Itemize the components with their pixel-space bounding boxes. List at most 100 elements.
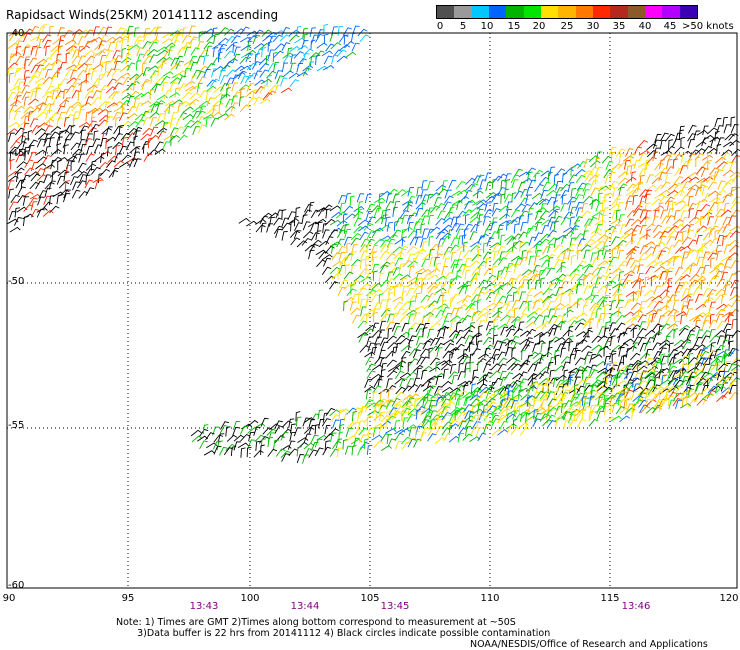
wind-barb-655 xyxy=(92,138,101,148)
wind-barb-2306 xyxy=(549,336,560,344)
wind-barb-1647 xyxy=(672,255,683,263)
wind-barb-544 xyxy=(118,112,128,122)
wind-barb-733 xyxy=(42,167,50,177)
wind-barb-1960 xyxy=(420,294,431,303)
wind-barb-2927 xyxy=(616,372,627,380)
wind-barb-2313 xyxy=(597,335,608,343)
wind-barb-1614 xyxy=(442,250,451,260)
wind-barb-616 xyxy=(192,126,200,136)
wind-barb-3341 xyxy=(216,440,224,451)
wind-barb-502 xyxy=(65,105,75,115)
wind-barb-822 xyxy=(665,133,675,142)
wind-barb-1723 xyxy=(371,263,379,274)
wind-barb-2309 xyxy=(569,335,574,346)
wind-barb-922 xyxy=(603,169,613,179)
wind-barb-2823 xyxy=(472,408,484,415)
wind-barb-543 xyxy=(112,111,122,121)
wind-barb-3142 xyxy=(624,407,636,415)
wind-barb-1913 xyxy=(483,288,495,295)
wind-barb-1754 xyxy=(591,267,602,275)
wind-barb-623 xyxy=(44,133,52,143)
wind-barb-2765 xyxy=(414,397,420,409)
wind-barb-999 xyxy=(555,181,562,191)
wind-barb-890 xyxy=(605,161,614,170)
wind-barb-1051 xyxy=(560,189,570,199)
wind-barb-667 xyxy=(8,146,19,155)
wind-barb-3225 xyxy=(429,419,435,430)
wind-barb-2265 xyxy=(637,328,647,337)
wind-barb-1717 xyxy=(329,266,341,275)
wind-barb-574 xyxy=(105,116,113,126)
wind-barb-687 xyxy=(147,149,158,157)
wind-barb-1857 xyxy=(493,281,505,288)
wind-barb-124 xyxy=(164,42,176,50)
wind-barb-855 xyxy=(674,146,685,154)
wind-barb-2044 xyxy=(615,299,624,309)
wind-barb-2712 xyxy=(414,395,427,402)
wind-barb-1467 xyxy=(723,232,734,240)
wind-barb-1280 xyxy=(357,219,369,226)
wind-barb-1612 xyxy=(428,248,435,259)
wind-barb-626 xyxy=(64,132,75,141)
wind-barb-2400 xyxy=(457,353,469,360)
wind-barb-2730 xyxy=(539,391,550,400)
wind-barb-749 xyxy=(43,174,51,184)
wind-barb-2029 xyxy=(511,299,521,309)
wind-barb-2426 xyxy=(639,352,651,361)
wind-barb-2040 xyxy=(589,302,600,311)
wind-barb-367 xyxy=(210,78,220,87)
wind-barb-1487 xyxy=(414,236,422,246)
wind-barb-1677 xyxy=(463,257,472,267)
wind-barb-2916 xyxy=(694,362,700,373)
wind-barb-125 xyxy=(170,39,180,49)
wind-barb-2396 xyxy=(428,347,434,358)
wind-barb-1271 xyxy=(294,215,299,227)
wind-barb-807 xyxy=(22,216,29,227)
lat-label-40: -40 xyxy=(8,28,25,39)
wind-barb-1642 xyxy=(638,252,648,262)
wind-barb-953 xyxy=(547,171,553,183)
wind-barb-1499 xyxy=(499,234,506,245)
wind-barb-3371 xyxy=(213,445,222,455)
wind-barb-304 xyxy=(69,70,78,80)
wind-barb-588 xyxy=(205,117,212,128)
wind-barb-732 xyxy=(34,167,45,177)
wind-barb-480 xyxy=(171,99,183,106)
wind-barb-903 xyxy=(695,156,701,168)
wind-barb-1405 xyxy=(289,230,301,238)
wind-barb-1578 xyxy=(616,244,623,255)
wind-barb-631 xyxy=(101,132,108,143)
wind-barb-2596 xyxy=(716,370,724,381)
wind-barb-429 xyxy=(77,90,83,101)
wind-barb-2941 xyxy=(714,369,723,379)
wind-barb-311 xyxy=(119,72,131,79)
wind-barb-2949 xyxy=(569,374,575,385)
wind-barb-112 xyxy=(79,45,91,53)
wind-barb-3310 xyxy=(289,431,296,442)
wind-barb-228 xyxy=(196,55,205,65)
wind-barb-1139 xyxy=(343,205,354,214)
wind-barb-745 xyxy=(15,172,22,182)
wind-barb-1527 xyxy=(695,235,703,245)
wind-barb-1354 xyxy=(393,220,399,232)
wind-barb-143 xyxy=(297,45,309,51)
wind-barb-1229 xyxy=(499,213,510,221)
legend-label-8: 40 xyxy=(638,21,652,32)
wind-barb-2397 xyxy=(436,347,443,357)
wind-barb-237 xyxy=(258,57,270,66)
wind-barb-962 xyxy=(609,171,616,182)
wind-barb-1232 xyxy=(519,210,529,220)
wind-barb-2608 xyxy=(427,378,435,388)
wind-barb-2152 xyxy=(602,313,610,323)
wind-barb-2508 xyxy=(469,361,475,373)
wind-barb-2664 xyxy=(449,387,461,394)
wind-barb-1988 xyxy=(618,293,623,305)
wind-barb-1968 xyxy=(476,292,484,302)
wind-barb-1943 xyxy=(692,286,702,296)
wind-barb-788 xyxy=(43,195,52,205)
wind-barb-1554 xyxy=(449,244,460,253)
wind-barb-2422 xyxy=(608,350,617,360)
wind-barb-1851 xyxy=(449,278,456,289)
wind-barb-536 xyxy=(64,113,75,122)
wind-barb-2202 xyxy=(574,322,585,331)
